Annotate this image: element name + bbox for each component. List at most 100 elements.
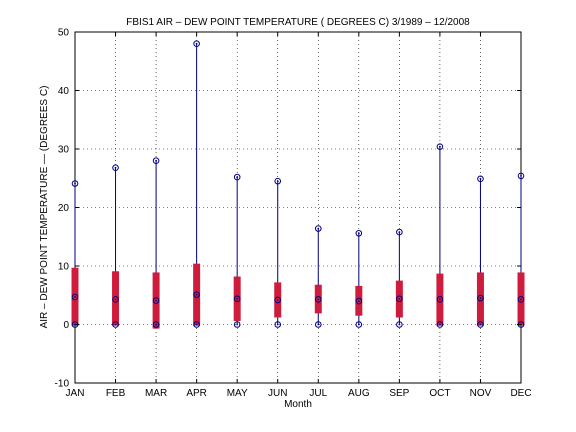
plot-frame [74,31,522,384]
box-mar [152,157,160,329]
plot-area: -10 0 10 20 30 40 50 JAN FEB MAR APR MAY JUN JUL AUG S… [55,28,532,400]
y-tick-label: 30 [58,145,70,156]
max-marker [436,143,444,150]
max-marker [233,173,241,181]
median-marker [477,294,484,302]
min-marker-dot [357,323,360,326]
x-tick-label: SEP [389,388,409,399]
max-marker-dot [155,159,157,162]
median-marker [112,296,119,303]
x-tick-label: MAR [145,388,167,399]
max-marker [396,228,403,236]
box-jul [314,225,322,328]
median-marker-dot [520,298,522,301]
min-marker [193,321,200,328]
median-marker-dot [357,300,360,302]
median-marker [396,295,403,303]
x-tick-label: FEB [106,388,126,399]
y-tick-label: 10 [58,262,70,273]
x-tick-label: JAN [66,388,85,399]
y-tick-label: 40 [58,86,70,97]
median-marker-dot [74,296,76,298]
max-marker-dot [520,175,522,177]
min-marker-dot [398,323,401,326]
max-marker-dot [276,180,279,183]
y-tick-label: -10 [55,379,70,390]
median-marker [355,297,363,305]
min-marker-dot [195,323,198,326]
min-marker [274,321,282,328]
max-marker-dot [236,176,239,178]
min-marker-dot [276,323,279,326]
max-marker-dot [479,177,482,180]
chart-title: FBIS1 AIR – DEW POINT TEMPERATURE ( DEGR… [126,17,470,28]
y-tick-label: 50 [58,28,70,39]
max-marker-dot [317,227,320,230]
min-marker-dot [114,323,117,326]
median-marker-dot [236,297,239,300]
median-marker [436,296,444,303]
median-marker-dot [114,298,117,301]
max-marker [193,40,200,48]
median-marker-dot [479,297,482,300]
median-marker [233,295,241,303]
median-marker-dot [276,299,279,301]
max-marker [274,177,282,185]
x-axis-ticks: JAN FEB MAR APR MAY JUN JUL AUG SEP OCT NOV DEC [66,32,532,399]
min-marker [396,321,403,328]
min-marker-dot [236,323,239,326]
box-jun [274,177,282,328]
min-marker-dot [479,323,482,326]
box-feb [112,164,120,328]
median-marker [274,296,282,304]
max-marker-dot [195,42,198,45]
x-tick-label: MAY [227,388,248,399]
min-marker-dot [439,323,441,326]
median-marker-dot [398,297,401,300]
median-marker [193,291,200,298]
x-tick-label: AUG [348,388,370,399]
median-marker-dot [195,293,198,296]
x-tick-label: JUL [309,388,327,399]
max-marker [477,175,484,183]
max-marker-dot [74,182,76,185]
min-marker [233,321,241,328]
x-tick-label: DEC [510,388,531,399]
median-marker-dot [317,298,320,301]
min-marker [112,321,119,328]
median-marker [517,296,525,303]
min-marker [152,321,160,328]
max-marker [517,172,525,180]
y-tick-label: 20 [58,203,70,214]
box-series [71,40,525,329]
box-may [233,173,241,328]
box-sep [395,228,403,328]
y-axis-ticks: -10 0 10 20 30 40 50 [55,28,521,390]
max-marker [71,180,79,187]
max-marker [314,225,322,232]
box-dec [517,172,525,328]
median-marker-dot [439,298,441,301]
x-tick-label: APR [186,388,207,399]
min-marker [436,321,444,328]
median-marker [314,296,322,303]
box-aug [355,229,363,328]
max-marker-dot [114,166,117,169]
min-marker [355,321,363,328]
x-axis-label: Month [284,399,312,410]
median-marker-dot [155,299,157,302]
median-marker [152,297,160,304]
max-marker-dot [398,231,401,233]
box-nov [476,175,484,328]
max-marker [112,164,119,172]
x-tick-label: OCT [429,388,450,399]
max-marker-dot [439,145,441,148]
max-marker [152,157,160,164]
x-tick-label: NOV [470,388,492,399]
min-marker-dot [155,323,157,326]
box-apr [193,40,201,328]
min-marker [314,321,322,328]
y-axis-label: AIR – DEW POINT TEMPERATURE — (DEGREES C… [39,86,50,329]
median-marker [71,293,79,301]
